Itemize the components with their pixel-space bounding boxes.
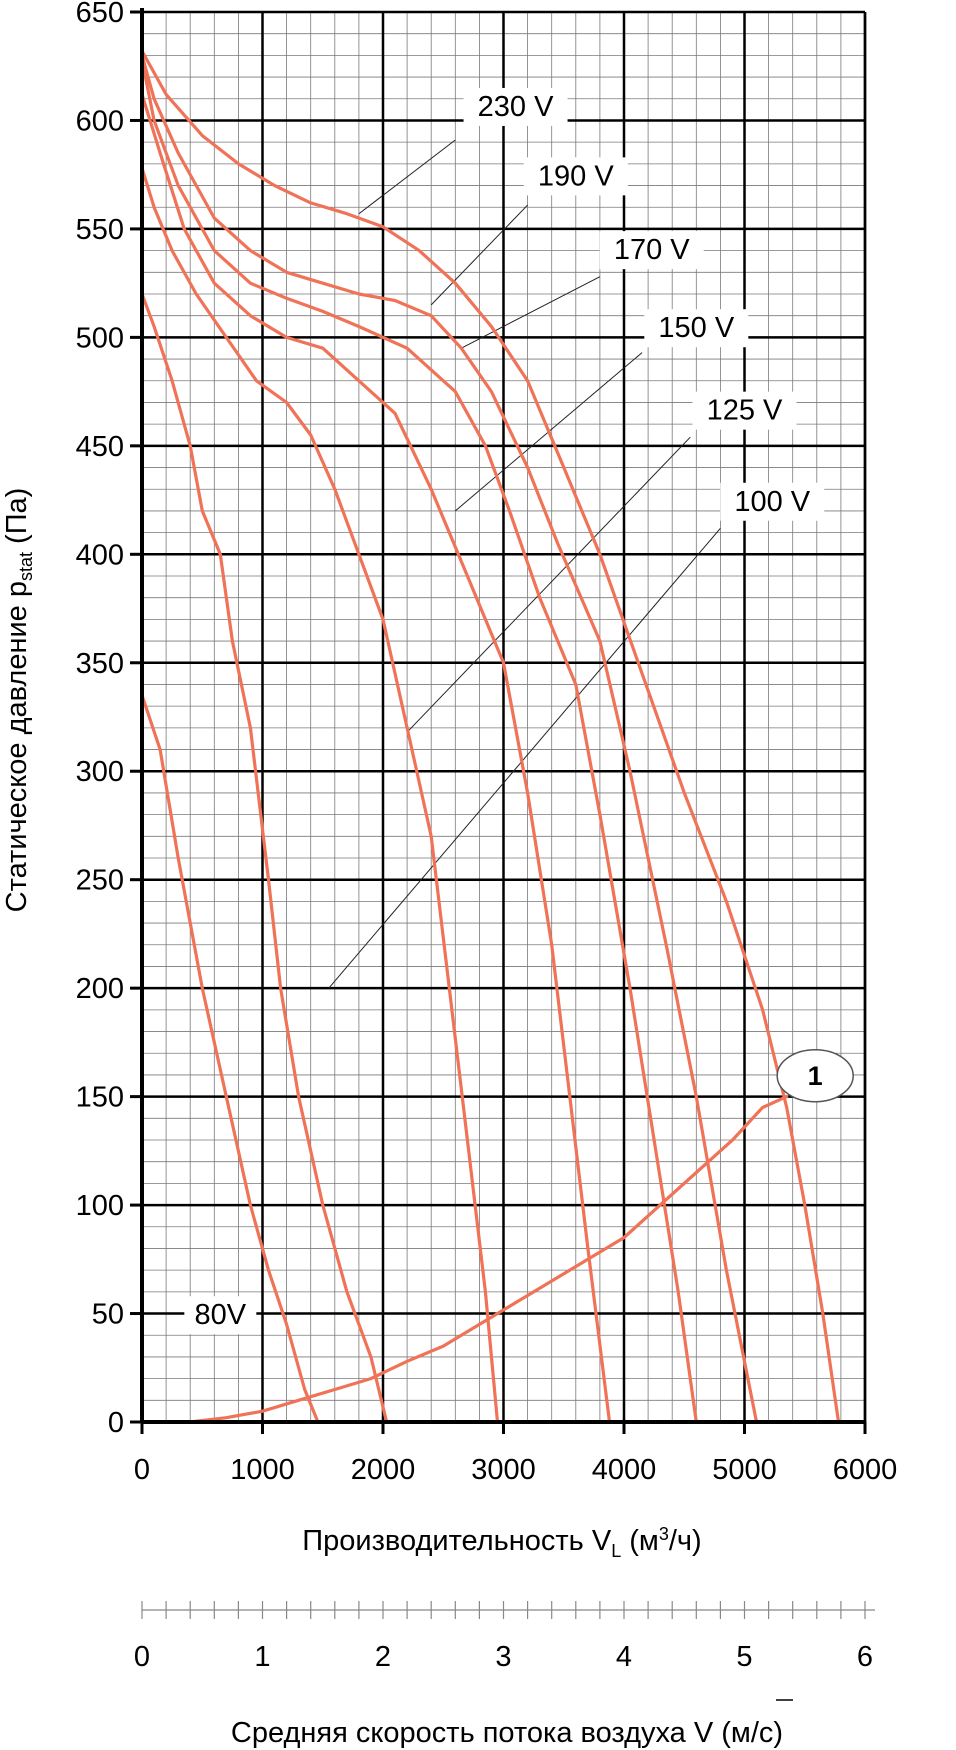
axes bbox=[130, 8, 867, 1434]
curve-170v bbox=[140, 58, 698, 1424]
velocity-tick-label: 4 bbox=[616, 1641, 632, 1673]
series-label: 190 V bbox=[538, 160, 614, 192]
x-tick-label: 4000 bbox=[592, 1454, 657, 1486]
curve-230v bbox=[140, 49, 841, 1424]
velocity-axis-label: Средняя скорость потока воздуха V (м/с) bbox=[231, 1717, 783, 1749]
velocity-tick-label: 1 bbox=[254, 1641, 270, 1673]
y-tick-label: 600 bbox=[76, 105, 124, 137]
x-tick-label: 5000 bbox=[712, 1454, 777, 1486]
series-label-bg bbox=[184, 1296, 257, 1335]
series-labels: 80V 100 V 125 V 150 V 170 V 190 V 230 V 1 bbox=[184, 87, 854, 1335]
y-tick-label: 400 bbox=[76, 539, 124, 571]
leader-line bbox=[406, 436, 691, 733]
velocity-axis: 0 1 2 3 4 5 6 bbox=[134, 1601, 875, 1673]
y-tick-label: 250 bbox=[76, 865, 124, 897]
y-tick-label: 200 bbox=[76, 973, 124, 1005]
series-label: 170 V bbox=[614, 234, 690, 266]
fan-curves bbox=[140, 49, 841, 1424]
y-axis-label: Статическое давление pstat (Па) bbox=[1, 488, 36, 913]
x-tick-label: 1000 bbox=[230, 1454, 295, 1486]
leader-line bbox=[328, 527, 721, 989]
curve-100v bbox=[140, 292, 389, 1424]
tick-labels: 0 50 100 150 200 250 300 350 400 450 500 550 600 650 0… bbox=[76, 0, 898, 1486]
velocity-tick-label: 6 bbox=[857, 1641, 873, 1673]
leader-line bbox=[430, 204, 528, 306]
x-tick-label: 3000 bbox=[471, 1454, 536, 1486]
x-axis-label: Производительность VL (м3/ч) bbox=[302, 1524, 701, 1561]
y-tick-label: 0 bbox=[108, 1407, 124, 1439]
x-tick-label: 0 bbox=[134, 1454, 150, 1486]
curve-125v bbox=[140, 166, 500, 1424]
y-tick-label: 150 bbox=[76, 1082, 124, 1114]
curve-80v bbox=[140, 693, 320, 1424]
velocity-tick-label: 5 bbox=[736, 1641, 752, 1673]
y-tick-label: 550 bbox=[76, 214, 124, 246]
x-tick-label: 6000 bbox=[833, 1454, 898, 1486]
x-tick-label: 2000 bbox=[351, 1454, 416, 1486]
leader-line bbox=[461, 276, 601, 349]
velocity-tick-label: 2 bbox=[375, 1641, 391, 1673]
y-tick-label: 350 bbox=[76, 648, 124, 680]
series-label: 125 V bbox=[707, 395, 783, 427]
series-label-bg bbox=[523, 157, 628, 196]
y-tick-label: 650 bbox=[76, 0, 124, 29]
series-label: 80V bbox=[195, 1299, 247, 1331]
y-tick-label: 300 bbox=[76, 756, 124, 788]
curve-system bbox=[140, 1095, 789, 1424]
system-curve-marker bbox=[776, 1049, 854, 1103]
y-tick-label: 450 bbox=[76, 431, 124, 463]
y-tick-label: 50 bbox=[92, 1299, 124, 1331]
series-label: 150 V bbox=[658, 312, 734, 344]
series-label: 100 V bbox=[734, 486, 810, 518]
leader-line bbox=[358, 139, 456, 215]
curve-190v bbox=[140, 53, 759, 1424]
series-label: 230 V bbox=[478, 91, 554, 123]
series-label-bg bbox=[644, 309, 749, 348]
series-label-bg bbox=[463, 87, 568, 126]
velocity-tick-label: 3 bbox=[495, 1641, 511, 1673]
series-label-bg bbox=[599, 231, 704, 270]
system-curve-label: 1 bbox=[808, 1061, 823, 1091]
y-tick-label: 100 bbox=[76, 1190, 124, 1222]
y-tick-label: 500 bbox=[76, 322, 124, 354]
series-label-bg bbox=[692, 391, 797, 430]
curve-150v bbox=[140, 92, 612, 1424]
series-label-bg bbox=[720, 482, 825, 521]
velocity-tick-label: 0 bbox=[134, 1641, 150, 1673]
